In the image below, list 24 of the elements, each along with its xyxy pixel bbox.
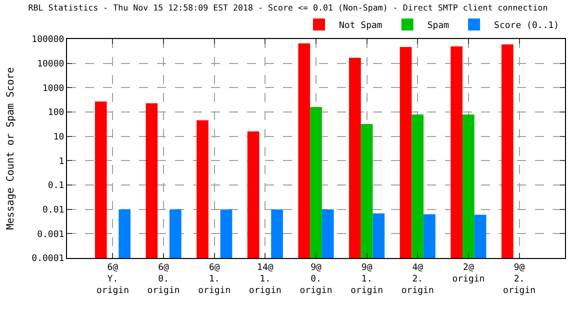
- y-tick-label: 100: [48, 108, 64, 118]
- x-tick-label: 9@ 2. origin: [503, 262, 536, 296]
- y-tick-label: 1000: [42, 84, 64, 94]
- legend-label: Score (0..1): [494, 21, 560, 32]
- y-tick-label: 0.1: [48, 181, 64, 192]
- y-tick-label: 100000: [32, 35, 64, 46]
- x-tick-label: 14@ 1. origin: [248, 262, 282, 296]
- y-axis-title: Message Count or Spam Score: [6, 67, 17, 230]
- legend-label: Spam: [427, 21, 450, 32]
- x-tick-label: 6@ 1. origin: [198, 262, 231, 296]
- y-tick-label: 10: [53, 132, 64, 142]
- chart-title: RBL Statistics - Thu Nov 15 12:58:09 EST 2018 - Score <= 0.01 (Non-Spam) - Direct SMTP client connection: [28, 2, 548, 13]
- y-tick-label: 0.01: [42, 205, 64, 216]
- x-tick-label: 6@ 0. origin: [147, 262, 180, 296]
- x-tick-label: 6@ Y. origin: [96, 262, 129, 296]
- y-tick-label: 10000: [37, 59, 64, 70]
- y-tick-label: 0.001: [37, 230, 64, 240]
- y-tick-label: 0.0001: [32, 254, 64, 264]
- y-tick-label: 1: [58, 156, 64, 167]
- x-tick-label: 9@ 1. origin: [350, 262, 384, 296]
- x-tick-label: 4@ 2. origin: [401, 262, 434, 296]
- legend-label: Not Spam: [339, 21, 382, 32]
- x-tick-label: 2@ origin: [452, 262, 485, 284]
- x-tick-label: 9@ 0. origin: [300, 262, 332, 296]
